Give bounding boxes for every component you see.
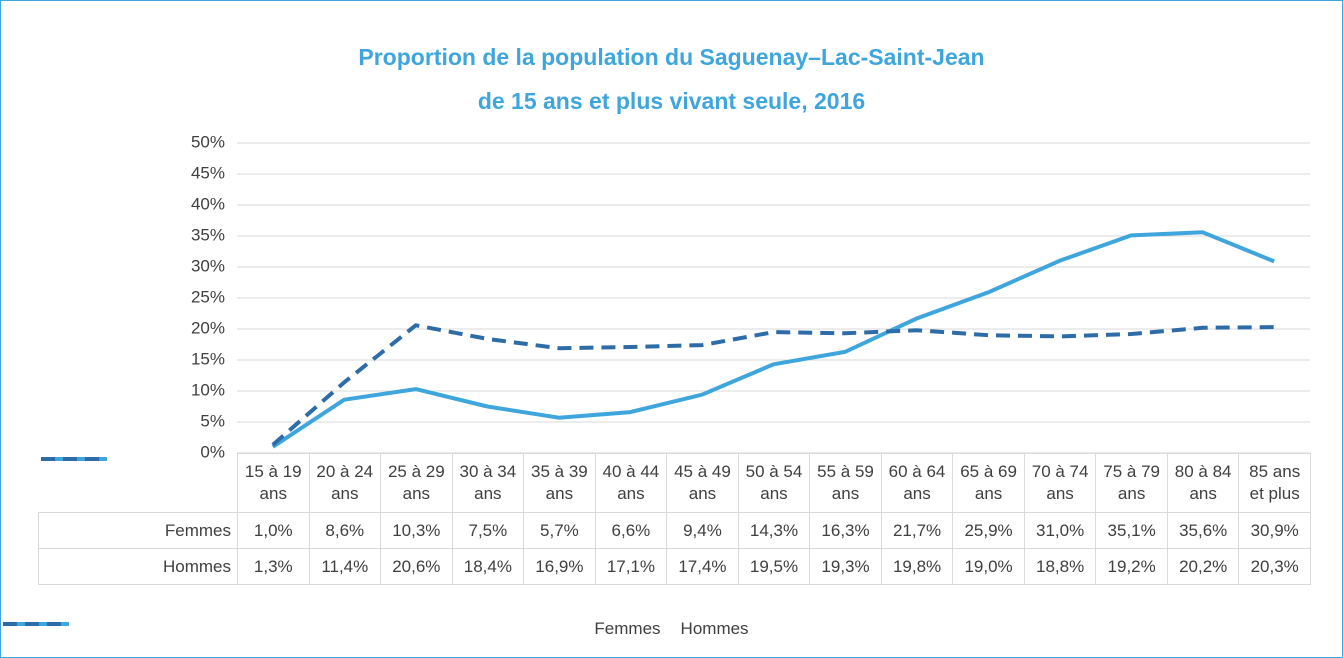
data-label: 18,8% [1023,548,1097,585]
x-tick-label: 50 à 54 ans [737,453,811,513]
x-tick-label: 40 à 44 ans [594,453,668,513]
title-line: Proportion de la population du Saguenay–… [358,44,985,70]
x-tick-label: 60 à 64 ans [880,453,954,513]
data-label: 10,3% [380,512,453,549]
data-label: 35,1% [1095,512,1168,549]
y-tick-label: 30% [191,256,225,275]
series-row: Hommes 1,3% 11,4% 20,6% 18,4% 16,9% 17,1% 17,4%… [38,456,1311,585]
data-label: 1,3% [237,548,310,585]
data-label: 19,3% [809,548,882,585]
data-label: 31,0% [1023,512,1097,549]
data-label: 16,3% [809,512,882,549]
category-row: 15 à 19 ans 20 à 24 ans 25 à 29 ans 30 à 34… [38,453,1311,513]
data-label: 5,7% [523,512,596,549]
data-label: 17,1% [594,548,668,585]
y-tick-label: 15% [191,349,225,368]
data-label: 30,9% [1238,512,1311,549]
data-table: 15 à 19 ans 20 à 24 ans 25 à 29 ans 30 à 34… [38,453,1311,585]
chart-title: Proportion de la population du Saguenay–… [1,35,1342,123]
series-line [271,230,1275,449]
data-label: 25,9% [952,512,1025,549]
data-label: 20,3% [1238,548,1311,585]
row-header: Hommes [38,456,238,585]
y-tick-label: 10% [191,380,225,399]
data-label: 19,0% [952,548,1025,585]
x-tick-label: 20 à 24 ans [308,453,382,513]
data-label: 6,6% [594,512,668,549]
data-label: 21,7% [880,512,954,549]
y-tick-label: 50% [191,132,225,151]
data-label: 19,2% [1095,548,1168,585]
series-line [271,323,1275,447]
legend-swatch [40,456,107,461]
legend-swatch [3,622,69,626]
legend-label: Hommes [680,619,749,638]
data-label: 7,5% [451,512,525,549]
blank-cell [38,453,238,513]
y-tick-label: 20% [191,318,225,337]
data-label: 19,5% [737,548,811,585]
legend-item: Femmes [3,619,661,638]
x-tick-label: 45 à 49 ans [666,453,739,513]
data-label: 18,4% [451,548,525,585]
y-tick-label: 5% [200,411,225,430]
legend-label: Femmes [594,619,661,638]
y-tick-label: 45% [191,163,225,182]
title-line: de 15 ans et plus vivant seule, 2016 [477,88,866,114]
x-tick-label: 80 à 84 ans [1166,453,1240,513]
data-label: 35,6% [1166,512,1240,549]
x-tick-label: 55 à 59 ans [809,453,882,513]
x-tick-label: 85 ans et plus [1238,453,1311,513]
data-label: 20,6% [380,548,453,585]
row-name: Femmes [164,520,231,540]
data-label: 1,0% [237,512,310,549]
x-tick-label: 65 à 69 ans [952,453,1025,513]
x-tick-label: 15 à 19 ans [237,453,310,513]
x-tick-label: 25 à 29 ans [380,453,453,513]
data-label: 11,4% [308,548,382,585]
data-label: 19,8% [880,548,954,585]
data-label: 16,9% [523,548,596,585]
data-label: 9,4% [666,512,739,549]
y-tick-label: 35% [191,225,225,244]
row-header: Femmes [38,456,238,549]
legend-item: Hommes [3,619,749,638]
x-tick-label: 30 à 34 ans [451,453,525,513]
data-label: 17,4% [666,548,739,585]
y-tick-label: 40% [191,194,225,213]
x-tick-label: 70 à 74 ans [1023,453,1097,513]
row-name: Hommes [162,556,231,576]
x-tick-label: 75 à 79 ans [1095,453,1168,513]
data-label: 14,3% [737,512,811,549]
series-row: Femmes 1,0% 8,6% 10,3% 7,5% 5,7% 6,6% 9,4% 14,3%… [38,456,1311,549]
legend: Femmes Hommes [1,619,1342,639]
data-label: 20,2% [1166,548,1240,585]
x-tick-label: 35 à 39 ans [523,453,596,513]
y-tick-label: 25% [191,287,225,306]
data-label: 8,6% [308,512,382,549]
